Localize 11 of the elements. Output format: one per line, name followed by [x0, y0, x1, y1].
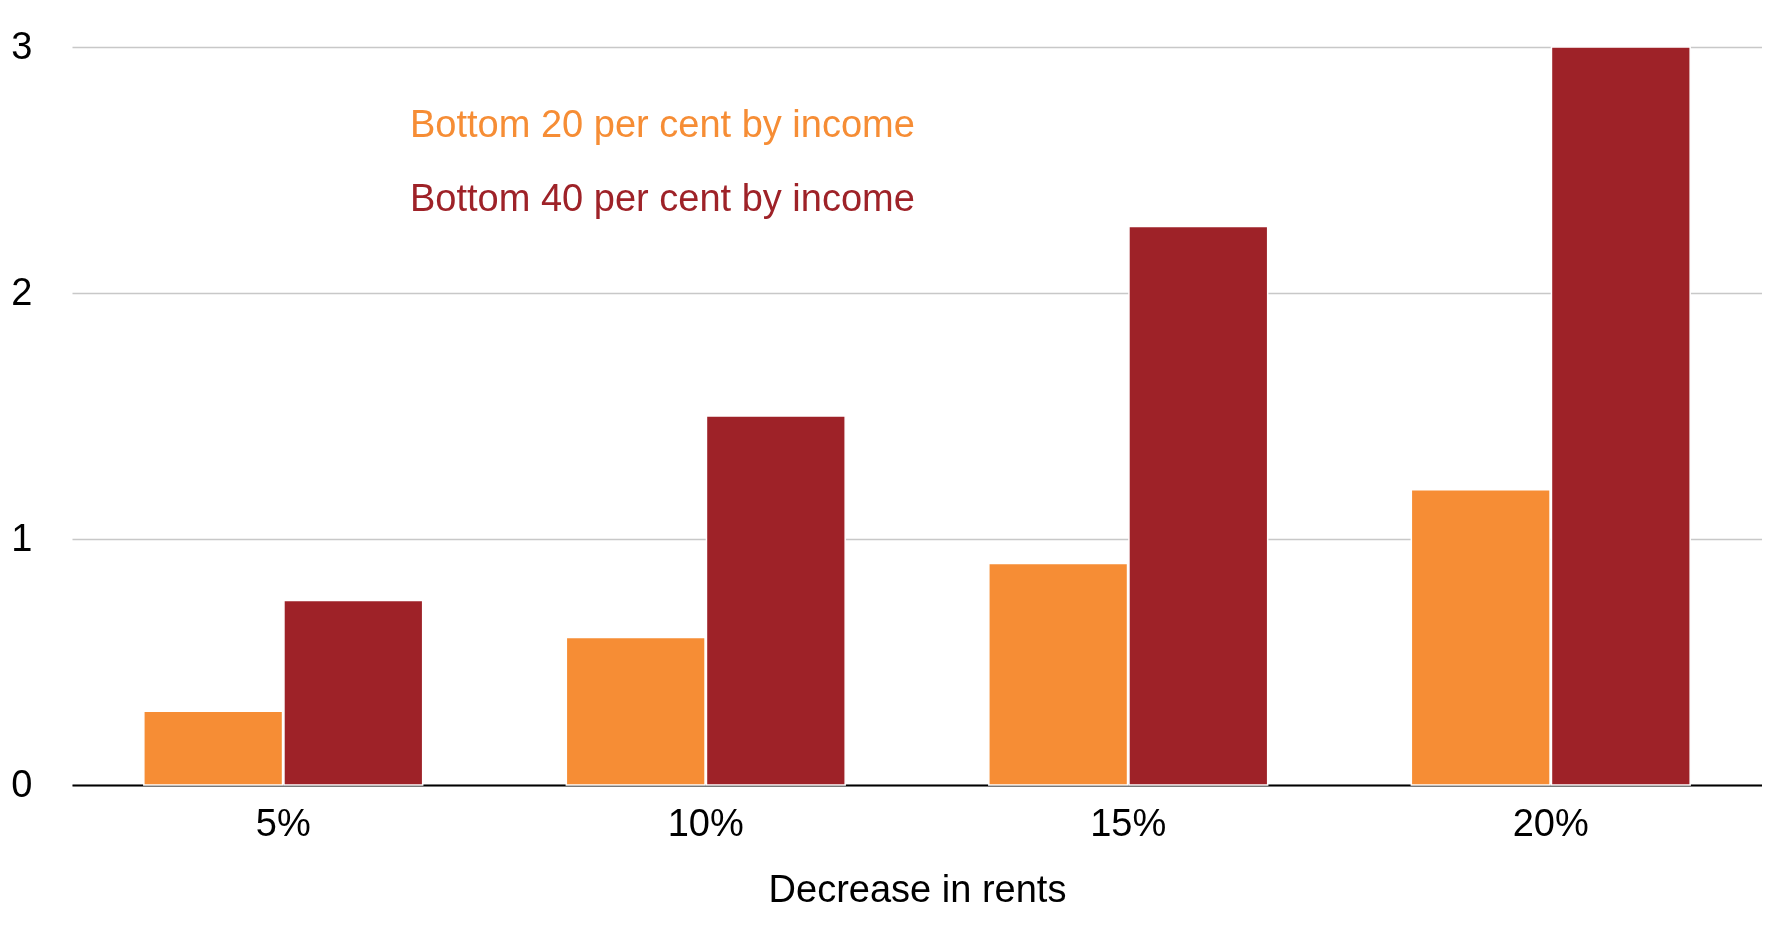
x-tick-label: 10%	[667, 801, 744, 844]
x-axis-title: Decrease in rents	[768, 867, 1067, 910]
y-tick-label: 0	[11, 762, 33, 805]
text: Bottom 40 per cent by income	[410, 176, 915, 219]
x-tick-label: 20%	[1512, 801, 1589, 844]
x-tick-label: 5%	[255, 801, 311, 844]
text: Bottom 20 per cent by income	[410, 102, 915, 145]
y-tick-label: 3	[11, 24, 33, 67]
x-tick-label: 15%	[1090, 801, 1167, 844]
y-tick-label: 1	[11, 516, 33, 559]
y-tick-label: 2	[11, 270, 33, 313]
